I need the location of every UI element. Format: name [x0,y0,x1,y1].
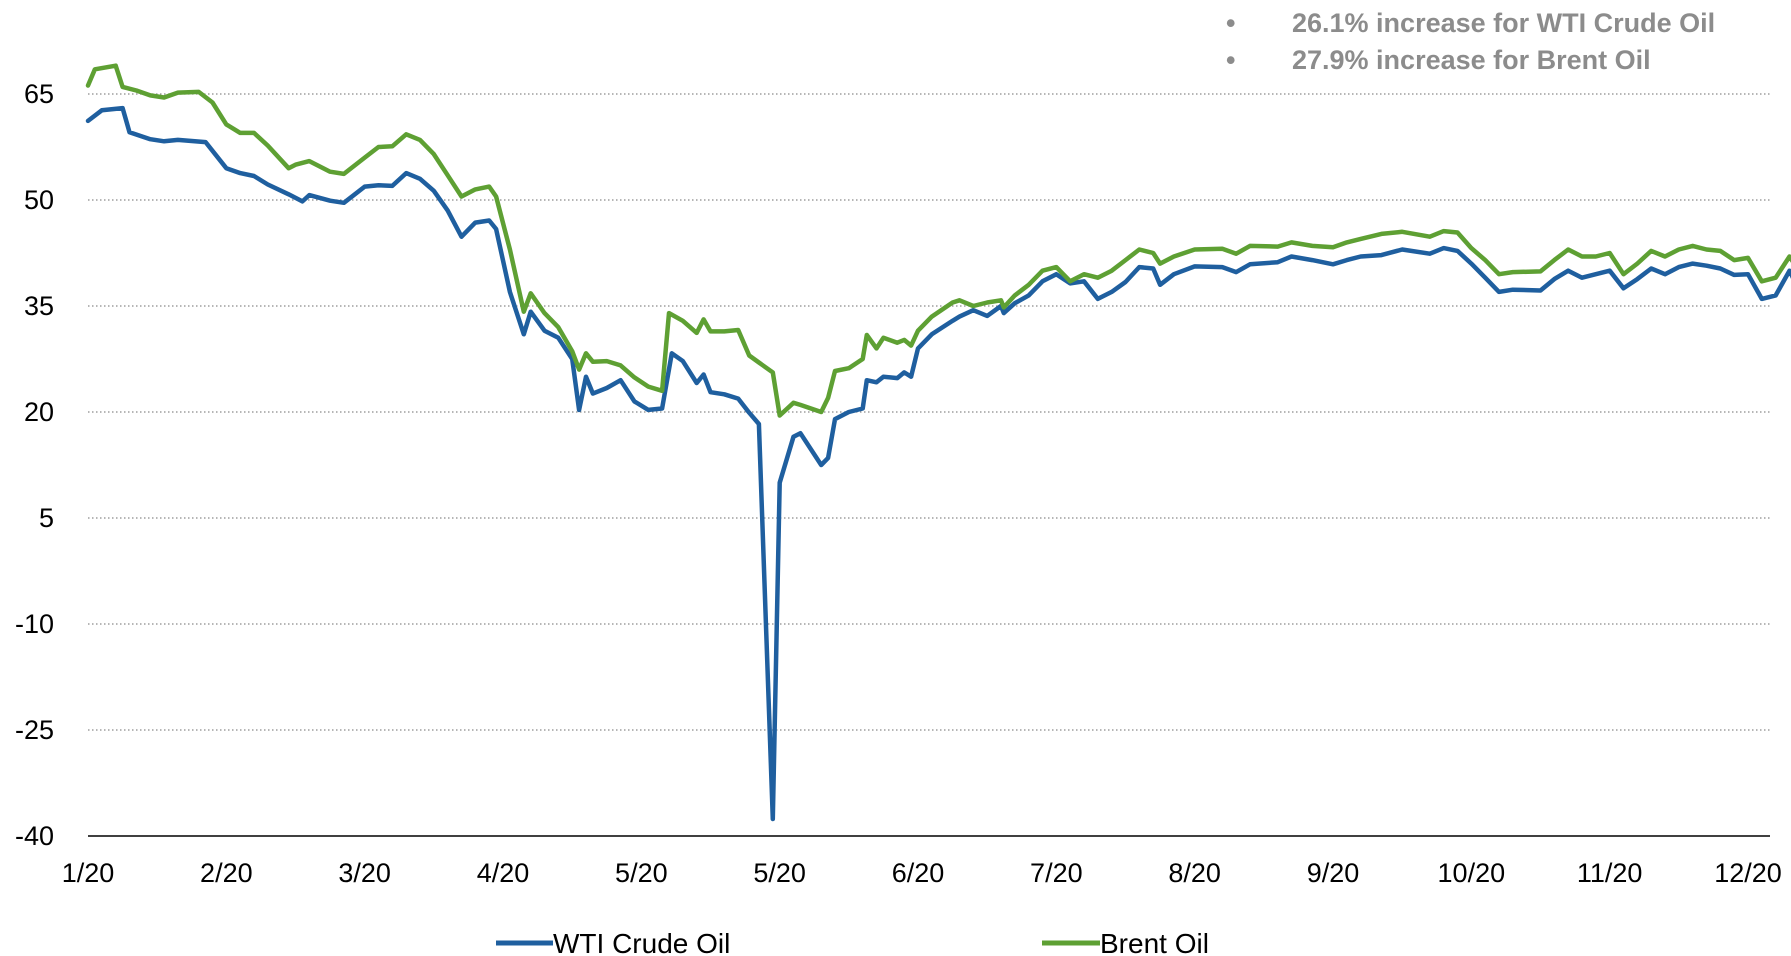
y-tick-label: -10 [15,609,54,639]
x-tick-label: 9/20 [1307,858,1360,888]
series-line-wti [85,105,1791,822]
x-tick-label: 2/20 [200,858,253,888]
annotation-brent: 27.9% increase for Brent Oil [1292,45,1651,75]
x-tick-label: 1/20 [62,858,115,888]
y-tick-label: 35 [24,291,54,321]
x-axis-ticks: 1/20 2/20 3/20 4/20 5/20 5/20 6/20 7/20 8/20 9/20… [62,858,1782,888]
annotation-notes: • 26.1% increase for WTI Crude Oil • 27.… [1226,8,1715,75]
annotation-bullet: • [1226,8,1235,38]
series-lines [85,63,1791,822]
gridlines [88,93,1770,731]
x-tick-label: 11/20 [1577,858,1643,888]
legend: WTI Crude Oil Brent Oil [496,928,1209,956]
y-tick-label: 65 [24,79,54,109]
y-tick-label: 5 [39,503,54,533]
annotation-bullet: • [1226,45,1235,75]
series-line-brent [85,63,1791,418]
y-tick-label: 50 [24,185,54,215]
x-tick-label: 4/20 [477,858,530,888]
y-tick-label: -25 [15,715,54,745]
x-tick-label: 10/20 [1438,858,1506,888]
legend-label-brent: Brent Oil [1100,928,1209,956]
x-tick-label: 8/20 [1168,858,1221,888]
x-tick-label: 6/20 [892,858,945,888]
x-tick-label: 3/20 [338,858,391,888]
y-tick-label: 20 [24,397,54,427]
x-tick-label: 5/20 [753,858,806,888]
x-tick-label: 7/20 [1030,858,1083,888]
annotation-wti: 26.1% increase for WTI Crude Oil [1292,8,1715,38]
x-tick-label: 5/20 [615,858,668,888]
legend-label-wti: WTI Crude Oil [553,928,730,956]
x-tick-label: 12/20 [1714,858,1782,888]
y-axis-ticks: 65 50 35 20 5 -10 -25 -40 [15,79,54,851]
y-tick-label: -40 [15,821,54,851]
